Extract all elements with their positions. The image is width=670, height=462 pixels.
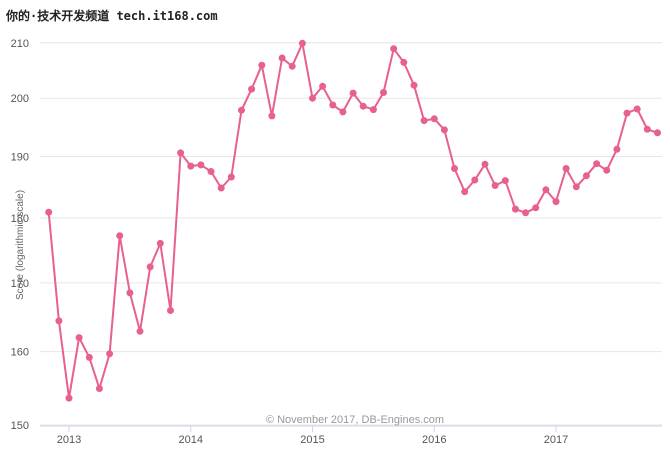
x-axis-tick-labels: 2013 2014 2015 2016 2017 [57,434,568,446]
y-axis-tick-labels: 150 160 170 180 190 200 210 [11,38,29,432]
y-tick-label-160: 160 [11,347,29,359]
data-point-2013-10 [156,239,164,247]
data-point-2017-11 [654,129,661,137]
data-point-2014-07 [248,85,256,93]
data-point-2015-08 [380,89,387,96]
data-point-2014-11 [288,62,296,70]
data-point-2015-03 [329,101,337,109]
y-tick-label-170: 170 [11,278,29,290]
data-point-2013-07 [126,289,134,297]
data-point-2017-02 [562,165,570,172]
x-axis [40,425,662,432]
data-point-2015-11 [410,81,418,89]
data-point-2016-09 [511,205,519,213]
x-tick-label-2015: 2015 [300,434,324,446]
data-point-2017-04 [582,172,590,180]
data-point-2015-01 [309,94,316,102]
y-axis-label: Score (logarithmic scale) [15,190,26,300]
data-point-2017-03 [572,183,580,191]
credits-text[interactable]: © November 2017, DB-Engines.com [266,414,444,426]
data-point-2017-06 [603,166,611,174]
data-point-2013-02 [75,334,83,342]
data-point-2014-05 [227,173,235,181]
series-points [45,39,661,402]
x-tick-label-2017: 2017 [544,434,568,446]
data-point-2014-04 [217,184,225,192]
data-point-2013-05 [106,350,114,358]
y-tick-label-210: 210 [11,38,29,50]
data-point-2016-07 [491,182,499,189]
data-point-2016-10 [522,209,530,217]
data-point-2017-05 [593,160,601,168]
data-point-2013-04 [95,385,103,392]
data-point-2015-10 [400,58,408,66]
data-point-2016-02 [440,126,448,134]
y-tick-label-200: 200 [11,93,29,105]
data-point-2016-08 [501,177,509,185]
grid-lines [40,42,662,426]
x-tick-label-2013: 2013 [57,434,81,446]
data-point-2015-07 [369,106,377,114]
data-point-2012-11 [45,208,53,216]
data-point-2013-03 [85,353,93,361]
data-point-2015-09 [390,45,398,53]
data-point-2013-12 [177,149,185,157]
y-tick-label-190: 190 [11,151,29,163]
data-point-2014-06 [238,106,245,114]
data-point-2015-04 [339,108,347,116]
data-point-2016-03 [451,165,458,172]
data-point-2017-09 [633,105,641,113]
data-point-2017-10 [643,125,651,133]
data-point-2013-08 [136,327,144,335]
data-point-2016-11 [532,204,540,212]
data-point-2014-02 [197,161,205,169]
data-point-2017-01 [552,198,560,206]
data-point-2017-08 [623,109,631,117]
data-point-2016-12 [542,186,550,194]
data-point-2016-05 [471,176,479,184]
data-point-2015-06 [359,102,367,110]
x-tick-label-2016: 2016 [422,434,446,446]
data-point-2016-06 [481,160,489,168]
data-point-2013-11 [167,307,174,314]
data-point-2014-08 [258,61,266,69]
data-point-2014-12 [298,39,306,47]
y-tick-label-150: 150 [11,420,29,432]
data-point-2014-10 [278,54,286,62]
data-point-2014-09 [268,112,276,120]
x-tick-label-2014: 2014 [179,434,203,446]
data-point-2014-01 [187,162,195,170]
data-point-2015-05 [349,89,357,97]
data-point-2013-01 [65,394,73,402]
data-point-2015-02 [319,82,327,90]
watermark-text: 你的·技术开发频道 tech.it168.com [5,8,218,23]
data-point-2014-03 [207,168,215,175]
data-point-2012-12 [55,317,63,325]
data-point-2013-09 [146,263,154,271]
data-point-2016-04 [461,188,469,196]
y-tick-label-180: 180 [11,213,29,225]
data-point-2017-07 [613,145,621,153]
data-point-2015-12 [420,117,428,125]
data-point-2013-06 [116,232,124,240]
data-point-2016-01 [430,115,438,123]
